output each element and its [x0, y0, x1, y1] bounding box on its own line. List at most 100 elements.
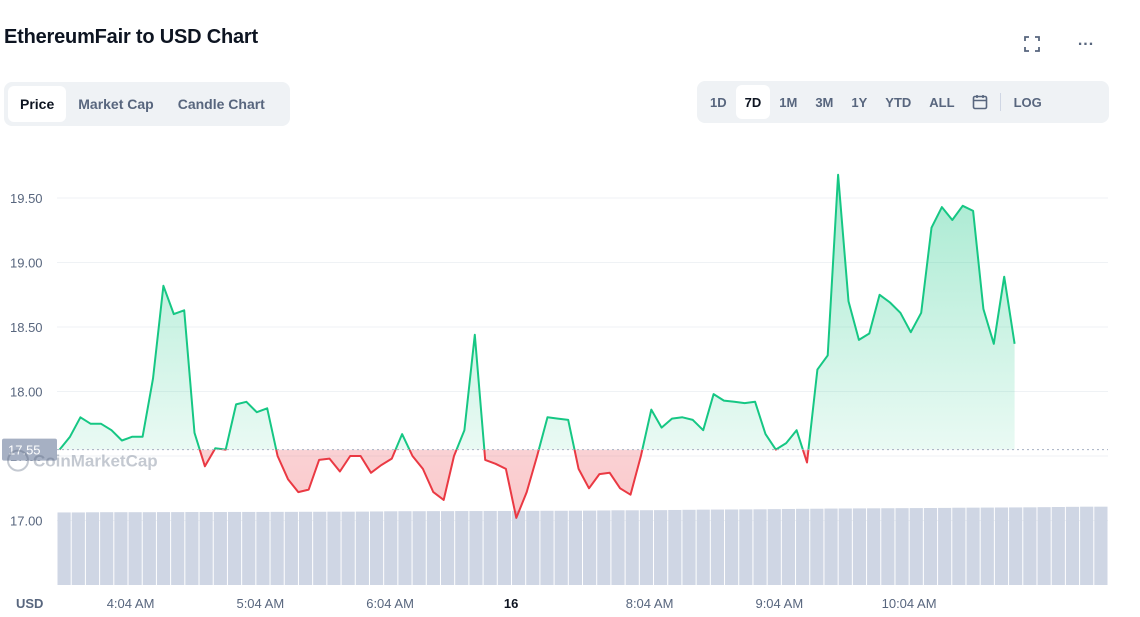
tab-price[interactable]: Price	[8, 86, 67, 122]
volume-bar	[369, 511, 384, 585]
volume-bar	[810, 508, 824, 585]
volume-bar	[781, 508, 796, 585]
y-tick-label: 19.50	[10, 191, 43, 206]
watermark-logo-icon	[7, 449, 29, 472]
volume-bar	[227, 511, 242, 585]
price-line-down	[59, 449, 810, 519]
volume-bar	[270, 511, 284, 585]
volume-bar	[469, 511, 483, 585]
range-divider	[999, 93, 1001, 111]
range-1y[interactable]: 1Y	[851, 94, 868, 110]
volume-bar	[639, 510, 654, 585]
chart-toolbar: ...	[1018, 30, 1100, 58]
volume-bar	[838, 508, 852, 585]
x-tick-label: 10:04 AM	[882, 596, 937, 611]
volume-bar	[725, 509, 739, 585]
volume-bar	[455, 511, 469, 585]
range-all[interactable]: ALL	[929, 94, 955, 110]
volume-bar	[867, 508, 881, 585]
volume-bar	[412, 511, 426, 585]
volume-bar	[994, 507, 1009, 585]
volume-bar	[1065, 506, 1080, 585]
volume-bar	[213, 512, 227, 585]
y-tick-label: 18.00	[10, 385, 43, 400]
volume-bar	[199, 512, 213, 585]
y-tick-label: 18.50	[10, 320, 43, 335]
volume-bar	[895, 508, 909, 585]
baseline-label-box	[2, 438, 57, 461]
volume-bar	[682, 509, 696, 585]
x-tick-label: 4:04 AM	[107, 596, 155, 611]
volume-bar	[85, 512, 100, 585]
volume-bar	[1037, 507, 1051, 585]
volume-bar	[185, 512, 199, 585]
calendar-icon[interactable]	[964, 85, 996, 119]
volume-bar	[284, 511, 298, 585]
volume-bar	[1094, 506, 1108, 585]
volume-bar	[100, 512, 114, 585]
volume-bar	[497, 510, 511, 585]
volume-bar	[739, 509, 753, 585]
volume-bar	[540, 510, 554, 585]
volume-bar	[1051, 507, 1065, 585]
more-icon-glyph: ...	[1077, 32, 1095, 49]
volume-bar	[71, 512, 85, 585]
price-area-up	[59, 174, 1015, 450]
volume-bar	[881, 508, 895, 585]
range-3m[interactable]: 3M	[815, 94, 834, 110]
volume-bar	[341, 511, 355, 585]
volume-bar	[1023, 507, 1037, 585]
volume-bar	[1080, 506, 1094, 585]
volume-bar	[526, 510, 540, 585]
x-tick-label: 5:04 AM	[236, 596, 284, 611]
volume-bar	[114, 512, 128, 585]
volume-bar	[824, 508, 838, 585]
volume-bar	[440, 511, 455, 585]
more-icon[interactable]: ...	[1072, 30, 1100, 58]
volume-bar	[696, 509, 710, 585]
volume-bar	[128, 512, 142, 585]
range-1d[interactable]: 1D	[710, 94, 727, 110]
tab-market-cap[interactable]: Market Cap	[78, 96, 154, 112]
volume-bar	[668, 509, 682, 585]
volume-bar	[583, 510, 597, 585]
x-tick-label: 9:04 AM	[755, 596, 803, 611]
price-area-down	[59, 449, 809, 518]
x-tick-label: 8:04 AM	[626, 596, 674, 611]
x-tick-label: 6:04 AM	[366, 596, 414, 611]
log-toggle[interactable]: LOG	[1013, 94, 1042, 110]
time-range-selector: 1D 7D 1M 3M 1Y YTD ALL LOG	[697, 81, 1109, 123]
volume-bar	[753, 509, 767, 585]
volume-bar	[909, 508, 923, 585]
volume-bar	[952, 507, 966, 585]
volume-bar	[298, 511, 313, 585]
volume-bar	[710, 509, 725, 585]
currency-label: USD	[16, 596, 43, 611]
range-ytd[interactable]: YTD	[885, 94, 912, 110]
y-tick-label: 19.00	[10, 256, 43, 271]
volume-bar	[398, 511, 412, 585]
volume-bar	[852, 508, 867, 585]
volume-bar	[554, 510, 568, 585]
x-tick-label: 16	[504, 596, 518, 611]
volume-bar	[966, 507, 980, 585]
volume-bar	[171, 512, 185, 585]
volume-bar	[767, 509, 781, 585]
volume-bar	[597, 510, 611, 585]
volume-bar	[384, 511, 398, 585]
volume-bar	[511, 510, 526, 585]
range-7d[interactable]: 7D	[735, 85, 771, 119]
volume-bar	[426, 511, 440, 585]
volume-bar	[483, 510, 497, 585]
volume-bar	[242, 511, 256, 585]
fullscreen-icon[interactable]	[1018, 30, 1046, 58]
volume-bar	[355, 511, 369, 585]
volume-bar	[313, 511, 327, 585]
range-1m[interactable]: 1M	[779, 94, 798, 110]
volume-bar	[923, 507, 938, 585]
volume-bar	[142, 512, 156, 585]
volume-bar	[568, 510, 582, 585]
price-line-up	[58, 173, 1016, 450]
tab-candle-chart[interactable]: Candle Chart	[177, 96, 265, 112]
